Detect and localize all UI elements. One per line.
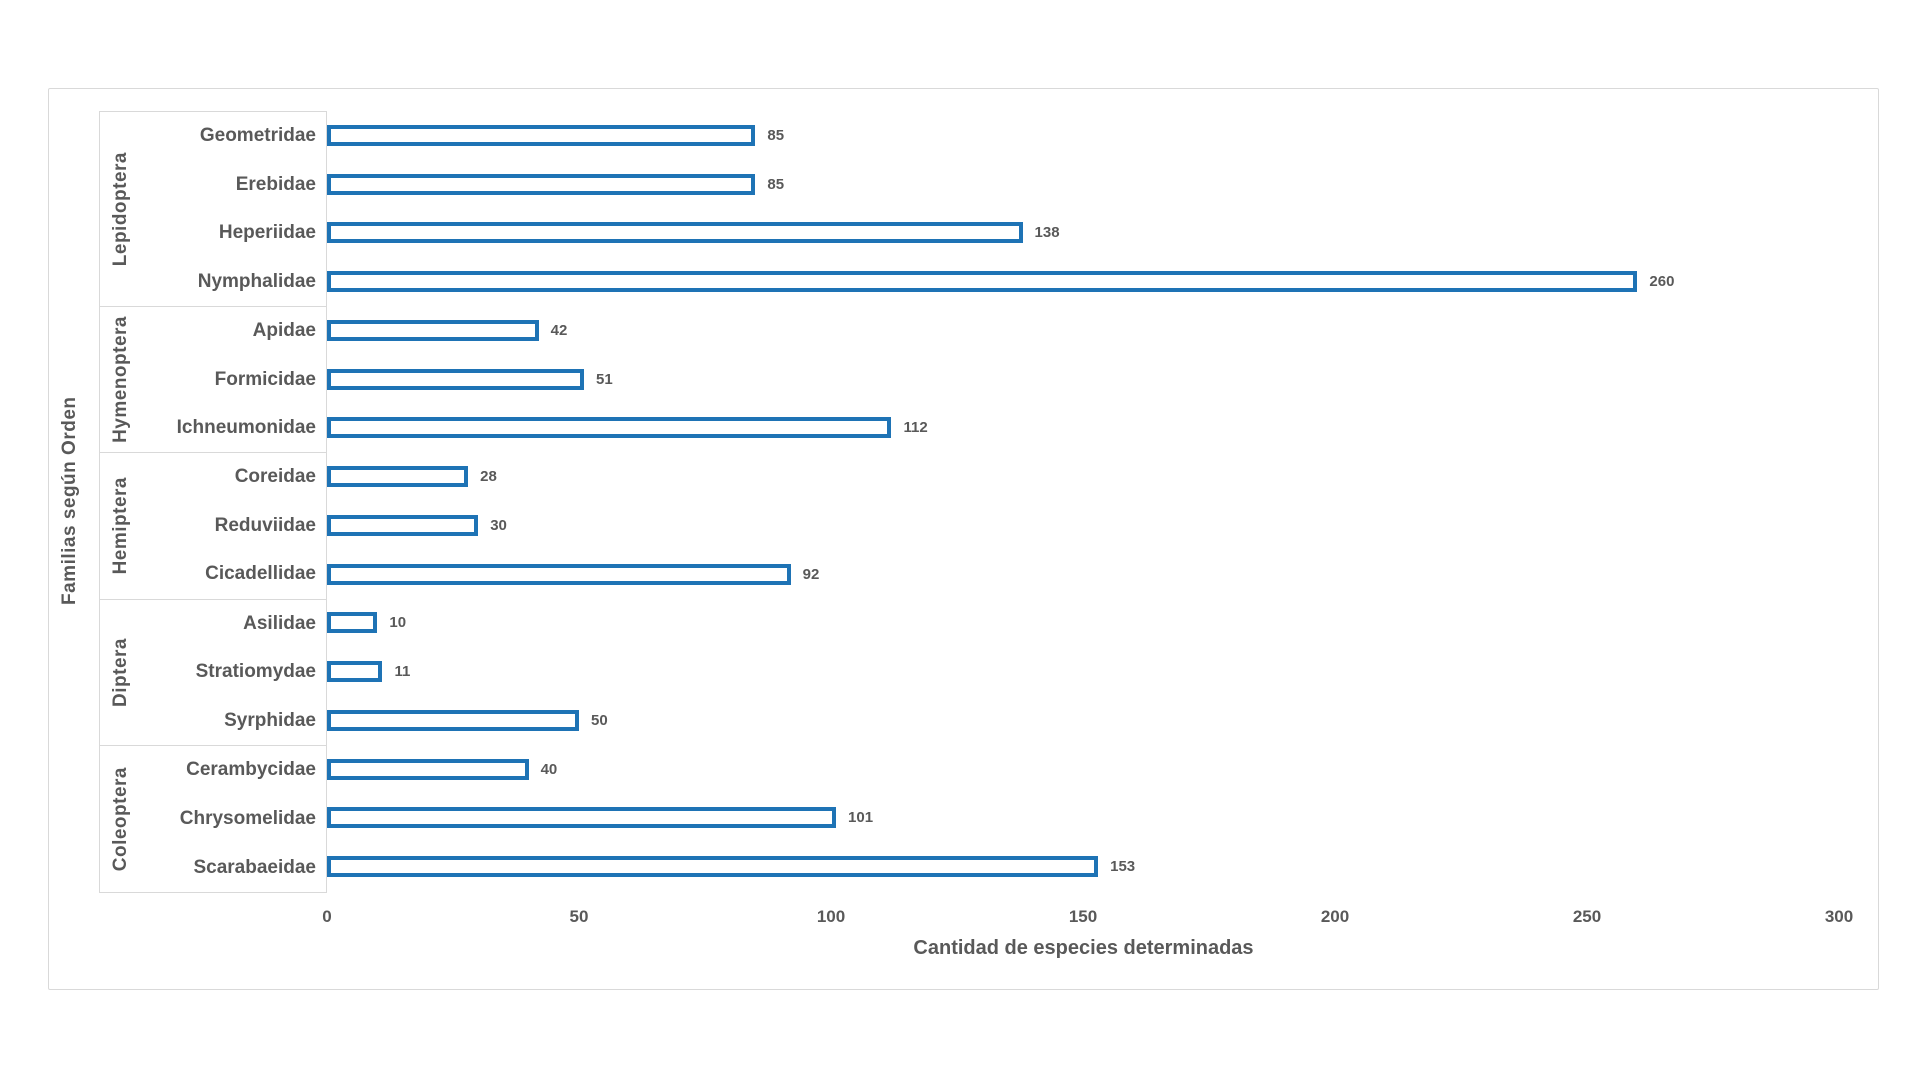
bar-row: 85: [327, 111, 784, 160]
bar-row: 260: [327, 257, 1674, 306]
bar: [327, 173, 756, 195]
family-label: Scarabaeidae: [193, 856, 316, 878]
bar: [327, 612, 378, 634]
family-label: Coreidae: [234, 466, 316, 488]
bar-row: 28: [327, 452, 497, 501]
order-group-hemiptera: Hemiptera Coreidae Reduviidae Cicadellidae: [100, 453, 326, 600]
family-label-column: Cerambycidae Chrysomelidae Scarabaeidae: [142, 746, 326, 892]
bar-row: 10: [327, 599, 406, 648]
order-group-diptera: Diptera Asilidae Stratiomydae Syrphidae: [100, 600, 326, 746]
order-label: Hemiptera: [110, 477, 131, 575]
order-label: Hymenoptera: [110, 316, 131, 444]
bar: [327, 271, 1638, 293]
value-label: 11: [394, 663, 411, 681]
bar: [327, 709, 579, 731]
bar: [327, 466, 469, 488]
bar-row: 92: [327, 550, 819, 599]
bar-row: 112: [327, 404, 928, 453]
x-tick-label: 100: [816, 907, 846, 926]
family-label: Cerambycidae: [186, 759, 316, 781]
x-tick-label: 200: [1320, 907, 1350, 926]
bar: [327, 319, 539, 341]
value-label: 112: [903, 419, 928, 437]
value-label: 153: [1110, 858, 1136, 876]
bar: [327, 222, 1023, 244]
value-label: 260: [1649, 273, 1675, 291]
order-label-column: Lepidoptera: [100, 112, 142, 306]
family-label: Geometridae: [199, 125, 316, 147]
order-label-column: Hemiptera: [100, 453, 142, 598]
bar: [327, 417, 892, 439]
value-label: 10: [389, 614, 407, 632]
value-label: 42: [550, 321, 568, 339]
x-tick-label: 50: [569, 907, 589, 926]
y-axis-title: Familias según Orden: [59, 396, 80, 606]
bar: [327, 514, 479, 536]
order-group-coleoptera: Coleoptera Cerambycidae Chrysomelidae Scara…: [100, 746, 326, 892]
bar: [327, 661, 383, 683]
bar-row: 51: [327, 355, 613, 404]
family-label-column: Asilidae Stratiomydae Syrphidae: [142, 600, 326, 745]
bar-row: 85: [327, 160, 784, 209]
x-tick-label: 300: [1824, 907, 1854, 926]
bar-row: 50: [327, 696, 608, 745]
bar-row: 30: [327, 501, 507, 550]
order-label: Lepidoptera: [110, 151, 131, 267]
family-label-column: Geometridae Erebidae Heperiidae Nymphalidae: [142, 112, 326, 306]
x-tick-label: 250: [1572, 907, 1602, 926]
order-label: Coleoptera: [110, 766, 131, 871]
bar: [327, 124, 756, 146]
family-label: Stratiomydae: [195, 661, 316, 683]
family-label: Formicidae: [214, 368, 316, 390]
family-label: Ichneumonidae: [176, 417, 316, 439]
value-label: 138: [1034, 224, 1060, 242]
value-label: 85: [767, 175, 785, 193]
order-group-hymenoptera: Hymenoptera Apidae Formicidae Ichneumonidae: [100, 307, 326, 454]
family-label: Erebidae: [235, 173, 316, 195]
family-label: Reduviidae: [214, 514, 316, 536]
order-label-column: Hymenoptera: [100, 307, 142, 452]
x-axis-title: Cantidad de especies determinadas: [913, 937, 1254, 959]
value-label: 101: [848, 809, 874, 827]
family-label-column: Apidae Formicidae Ichneumonidae: [142, 307, 326, 452]
family-label: Syrphidae: [224, 709, 316, 731]
family-label: Cicadellidae: [205, 563, 316, 585]
order-label-column: Coleoptera: [100, 746, 142, 892]
x-tick-label: 0: [322, 907, 332, 926]
value-label: 85: [767, 126, 785, 144]
family-label-column: Coreidae Reduviidae Cicadellidae: [142, 453, 326, 598]
chart-container: Familias según Orden Lepidoptera Geometri…: [48, 88, 1879, 990]
bar-row: 101: [327, 794, 873, 843]
bar: [327, 856, 1099, 878]
bar-row: 138: [327, 209, 1060, 258]
value-label: 51: [596, 370, 613, 388]
value-label: 92: [802, 565, 820, 583]
order-label-column: Diptera: [100, 600, 142, 745]
x-axis-ticks: 0 50 100 150 200 250 300: [49, 907, 1878, 929]
family-label: Heperiidae: [218, 222, 316, 244]
bar-row: 11: [327, 647, 410, 696]
bar-row: 42: [327, 306, 567, 355]
value-label: 30: [490, 516, 507, 534]
bar: [327, 563, 791, 585]
order-label: Diptera: [110, 637, 131, 707]
bar: [327, 368, 585, 390]
family-label: Nymphalidae: [197, 270, 316, 292]
bar-row: 153: [327, 842, 1135, 891]
value-label: 28: [480, 468, 497, 486]
family-label: Apidae: [252, 320, 316, 342]
value-label: 40: [540, 760, 558, 778]
bar-row: 40: [327, 745, 557, 794]
family-label: Chrysomelidae: [179, 807, 316, 829]
family-label: Asilidae: [243, 612, 316, 634]
category-label-area: Lepidoptera Geometridae Erebidae Heperiidae…: [99, 111, 327, 893]
bar: [327, 807, 837, 829]
plot-area: 85 85 138 260 42 51 112 28 30 92 10 11 50 40 101 153: [327, 111, 1872, 893]
x-tick-label: 150: [1068, 907, 1098, 926]
value-label: 50: [591, 711, 608, 729]
order-group-lepidoptera: Lepidoptera Geometridae Erebidae Heperiidae…: [100, 112, 326, 307]
bar: [327, 758, 529, 780]
